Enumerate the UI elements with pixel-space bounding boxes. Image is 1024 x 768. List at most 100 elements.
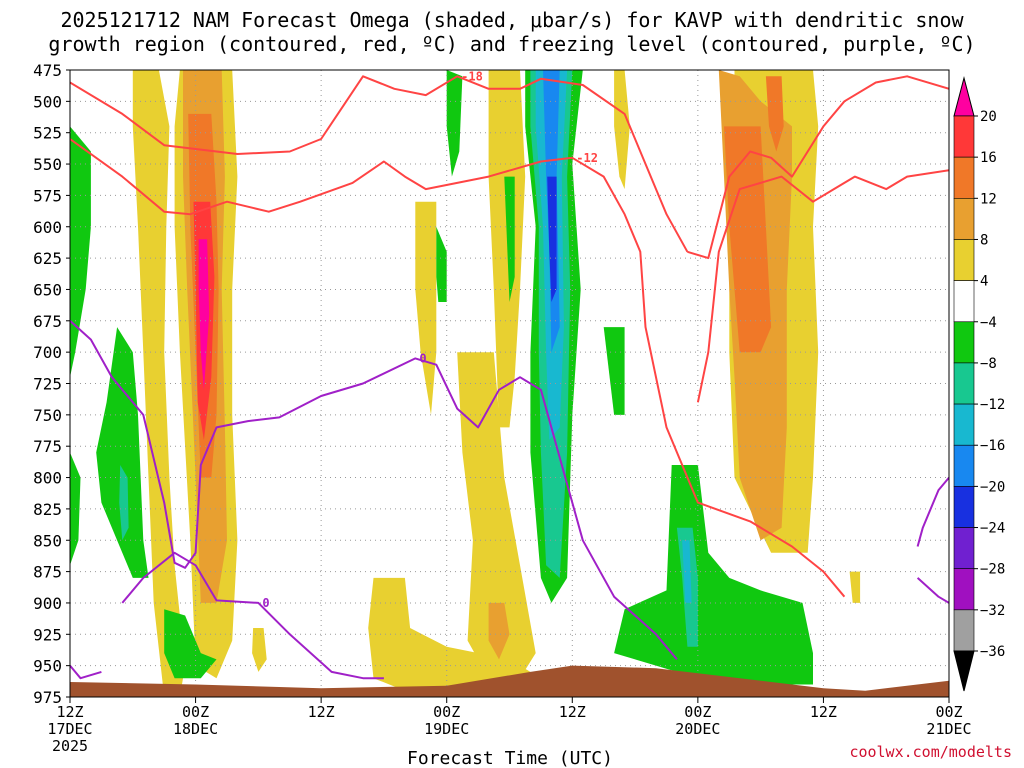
y-tick-label: 725 [33, 375, 62, 394]
y-tick-label: 750 [33, 406, 62, 425]
y-tick-label: 875 [33, 563, 62, 582]
colorbar-bin [953, 321, 975, 364]
colorbar-tick-label: 8 [980, 232, 988, 248]
colorbar-bin [953, 198, 975, 240]
y-tick-label: 525 [33, 124, 62, 143]
omega-region-22 [164, 609, 217, 679]
colorbar-tick-label: −28 [980, 562, 1005, 578]
y-tick-label: 600 [33, 218, 62, 237]
x-axis-label: Forecast Time (UTC) [407, 748, 613, 768]
dgz-contour-3 [696, 169, 949, 403]
credit-text[interactable]: coolwx.com/modelts [849, 743, 1012, 761]
chart-title-line1: 2025121712 NAM Forecast Omega (shaded, μ… [60, 8, 964, 32]
y-tick-label: 825 [33, 500, 62, 519]
x-tick-label: 00Z [935, 703, 962, 721]
y-tick-label: 675 [33, 312, 62, 331]
omega-region-24 [436, 226, 447, 302]
colorbar-bin [953, 403, 975, 446]
omega-region-23 [446, 70, 463, 177]
omega-region-21 [119, 465, 129, 541]
chart-title-line2: growth region (contoured, red, ºC) and f… [48, 32, 975, 56]
dgz-contour-0 [70, 75, 689, 253]
freezing-contour-4 [916, 577, 949, 604]
omega-region-7 [415, 201, 437, 415]
colorbar-bin [953, 527, 975, 569]
omega-region-13 [614, 70, 630, 190]
colorbar-tick-label: −36 [980, 644, 1005, 660]
omega-shading-layer [70, 70, 861, 697]
colorbar-top-triangle [953, 76, 975, 117]
omega-region-17 [849, 571, 861, 603]
x-tick-label: 19DEC [424, 720, 469, 738]
y-tick-label: 950 [33, 657, 62, 676]
y-tick-label: 475 [33, 61, 62, 80]
freezing-contour-0 [70, 320, 678, 661]
omega-region-9 [368, 577, 531, 691]
x-tick-label: 00Z [433, 703, 460, 721]
colorbar-tick-label: −16 [980, 438, 1005, 454]
colorbar-bin [953, 486, 975, 528]
y-tick-label: 800 [33, 469, 62, 488]
y-tick-label: 775 [33, 437, 62, 456]
colorbar-tick-label: 16 [980, 150, 997, 166]
colorbar-tick-label: 12 [980, 191, 997, 207]
colorbar-tick-label: 4 [980, 274, 988, 290]
x-tick-label: 2025 [52, 737, 88, 755]
colorbar-bin [953, 568, 975, 611]
terrain-fill [70, 665, 949, 697]
colorbar: 20 16 12 8 4 −4 −8 −12 −16 −20 −24 −28 −32 −36 [953, 76, 1005, 692]
omega-region-16 [765, 76, 784, 152]
omega-region-30 [547, 176, 557, 302]
omega-region-5 [198, 239, 210, 390]
freezing-contour-label: 0 [262, 596, 269, 610]
x-tick-label: 12Z [559, 703, 586, 721]
colorbar-bin [953, 280, 975, 323]
dgz-contour-2 [687, 75, 949, 260]
omega-region-20 [96, 327, 149, 578]
dgz-contour-layer: -18 -12 [70, 69, 949, 598]
x-tick-label: 21DEC [926, 720, 971, 738]
x-tick-label: 18DEC [173, 720, 218, 738]
y-tick-label: 850 [33, 531, 62, 550]
x-tick-label: 00Z [684, 703, 711, 721]
x-tick-label: 12Z [56, 703, 83, 721]
y-tick-label: 575 [33, 186, 62, 205]
colorbar-bin [953, 156, 975, 199]
y-tick-label: 975 [33, 688, 62, 707]
colorbar-tick-label: −8 [980, 356, 997, 372]
freezing-contour-layer: 00 [70, 320, 949, 680]
omega-region-32 [614, 465, 813, 685]
colorbar-tick-label: −24 [980, 521, 1005, 537]
y-tick-label: 700 [33, 343, 62, 362]
y-tick-label: 650 [33, 280, 62, 299]
omega-region-25 [504, 176, 515, 302]
y-tick-label: 900 [33, 594, 62, 613]
x-tick-label: 20DEC [675, 720, 720, 738]
y-axis: 475 500 525 550 575 600 625 650 675 700 725 750 775 8… [33, 61, 70, 707]
colorbar-tick-label: −20 [980, 479, 1005, 495]
omega-region-8 [457, 352, 536, 679]
y-tick-label: 500 [33, 92, 62, 111]
colorbar-tick-label: 20 [980, 109, 997, 125]
colorbar-bottom-triangle [953, 650, 975, 692]
freezing-contour-label: 0 [419, 351, 426, 365]
omega-region-18 [70, 126, 91, 378]
freezing-contour-3 [916, 476, 949, 547]
colorbar-tick-label: −32 [980, 603, 1005, 619]
colorbar-tick-label: −4 [980, 315, 997, 331]
colorbar-bin [953, 362, 975, 405]
dgz-contour-label: -12 [576, 151, 598, 165]
y-tick-label: 625 [33, 249, 62, 268]
colorbar-tick-label: −12 [980, 397, 1005, 413]
y-tick-label: 550 [33, 155, 62, 174]
freezing-contour-1 [121, 551, 384, 680]
omega-region-6 [488, 70, 526, 428]
dgz-contour-1 [70, 138, 846, 598]
colorbar-bin [953, 609, 975, 652]
dgz-contour-label: -18 [461, 69, 483, 83]
x-tick-label: 00Z [182, 703, 209, 721]
colorbar-bin [953, 444, 975, 487]
omega-region-31 [603, 327, 625, 415]
